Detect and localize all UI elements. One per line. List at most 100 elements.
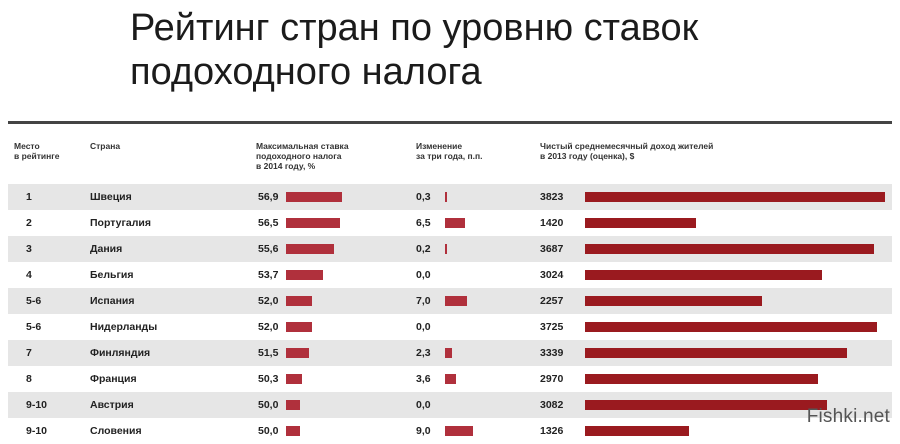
change-bar [445, 296, 467, 306]
rate-bar [286, 192, 343, 202]
rate-cell: 56,9 [258, 191, 279, 203]
header-income: Чистый среднемесячный доход жителей в 20… [540, 141, 713, 161]
change-bar [445, 192, 447, 202]
country-cell: Дания [90, 243, 123, 255]
rank-cell: 8 [26, 373, 32, 385]
income-bar [585, 296, 763, 306]
rate-bar [286, 244, 335, 254]
rank-cell: 9-10 [26, 399, 48, 411]
change-bar [445, 348, 453, 358]
change-cell: 9,0 [416, 425, 431, 437]
income-cell: 3339 [540, 347, 564, 359]
income-bar [585, 192, 885, 202]
income-bar [585, 374, 819, 384]
rate-cell: 51,5 [258, 347, 279, 359]
income-cell: 3082 [540, 399, 564, 411]
income-cell: 2257 [540, 295, 564, 307]
rate-bar [286, 322, 313, 332]
change-cell: 7,0 [416, 295, 431, 307]
table-row: 4 Бельгия 53,7 0,0 3024 [8, 262, 892, 288]
income-bar [585, 426, 690, 436]
rate-bar [286, 348, 310, 358]
header-rank: Место в рейтинге [14, 141, 60, 161]
header-rate-line-1: Максимальная ставка [256, 141, 349, 151]
rank-cell: 5-6 [26, 295, 42, 307]
rank-cell: 9-10 [26, 425, 48, 437]
rank-cell: 7 [26, 347, 32, 359]
header-country: Страна [90, 141, 121, 151]
change-bar [445, 218, 466, 228]
change-bar [445, 374, 457, 384]
header-rate: Максимальная ставка подоходного налога в… [256, 141, 349, 171]
rate-cell: 53,7 [258, 269, 279, 281]
change-cell: 3,6 [416, 373, 431, 385]
rate-bar [286, 426, 301, 436]
income-cell: 2970 [540, 373, 564, 385]
chart-title-line-1: Рейтинг стран по уровню ставок [130, 7, 699, 49]
country-cell: Франция [90, 373, 137, 385]
country-cell: Финляндия [90, 347, 151, 359]
country-cell: Бельгия [90, 269, 134, 281]
change-cell: 2,3 [416, 347, 431, 359]
rank-cell: 2 [26, 217, 32, 229]
country-cell: Португалия [90, 217, 151, 229]
header-change-line-2: за три года, п.п. [416, 151, 483, 161]
change-cell: 0,0 [416, 269, 431, 281]
header-rate-line-2: подоходного налога [256, 151, 342, 161]
watermark: Fishki.net [806, 406, 890, 427]
chart-title: Рейтинг стран по уровню ставок подоходно… [130, 6, 870, 94]
income-cell: 1326 [540, 425, 564, 437]
rate-bar [286, 270, 323, 280]
table-row: 2 Португалия 56,5 6,5 1420 [8, 210, 892, 236]
chart-title-line-2: подоходного налога [130, 51, 482, 93]
rank-cell: 1 [26, 191, 32, 203]
header-rank-line-2: в рейтинге [14, 151, 60, 161]
rank-cell: 5-6 [26, 321, 42, 333]
change-cell: 0,0 [416, 399, 431, 411]
table-row: 5-6 Нидерланды 52,0 0,0 3725 [8, 314, 892, 340]
country-cell: Испания [90, 295, 135, 307]
table-row: 7 Финляндия 51,5 2,3 3339 [8, 340, 892, 366]
change-cell: 0,0 [416, 321, 431, 333]
change-cell: 0,3 [416, 191, 431, 203]
rate-bar [286, 400, 301, 410]
table-row: 1 Швеция 56,9 0,3 3823 [8, 184, 892, 210]
income-bar [585, 400, 827, 410]
income-bar [585, 270, 823, 280]
change-bar [445, 244, 447, 254]
table-row: 5-6 Испания 52,0 7,0 2257 [8, 288, 892, 314]
header-rule [8, 121, 892, 124]
rate-cell: 55,6 [258, 243, 279, 255]
income-bar [585, 218, 697, 228]
change-cell: 0,2 [416, 243, 431, 255]
country-cell: Австрия [90, 399, 134, 411]
income-cell: 3725 [540, 321, 564, 333]
income-cell: 1420 [540, 217, 564, 229]
rate-cell: 52,0 [258, 321, 279, 333]
country-cell: Словения [90, 425, 142, 437]
rate-cell: 50,3 [258, 373, 279, 385]
income-cell: 3024 [540, 269, 564, 281]
table-row: 9-10 Словения 50,0 9,0 1326 [8, 418, 892, 444]
rate-cell: 50,0 [258, 425, 279, 437]
rate-cell: 56,5 [258, 217, 279, 229]
header-income-line-1: Чистый среднемесячный доход жителей [540, 141, 714, 151]
header-change: Изменение за три года, п.п. [416, 141, 483, 161]
change-cell: 6,5 [416, 217, 431, 229]
income-cell: 3823 [540, 191, 564, 203]
income-bar [585, 348, 848, 358]
rate-bar [286, 296, 313, 306]
table-row: 8 Франция 50,3 3,6 2970 [8, 366, 892, 392]
country-cell: Нидерланды [90, 321, 158, 333]
table-row: 9-10 Австрия 50,0 0,0 3082 [8, 392, 892, 418]
header-rate-line-3: в 2014 году, % [256, 161, 316, 171]
income-bar [585, 244, 875, 254]
change-bar [445, 426, 473, 436]
header-rank-line-1: Место [14, 141, 40, 151]
rate-bar [286, 374, 302, 384]
country-cell: Швеция [90, 191, 132, 203]
rate-cell: 52,0 [258, 295, 279, 307]
header-change-line-1: Изменение [416, 141, 463, 151]
table-row: 3 Дания 55,6 0,2 3687 [8, 236, 892, 262]
rate-cell: 50,0 [258, 399, 279, 411]
